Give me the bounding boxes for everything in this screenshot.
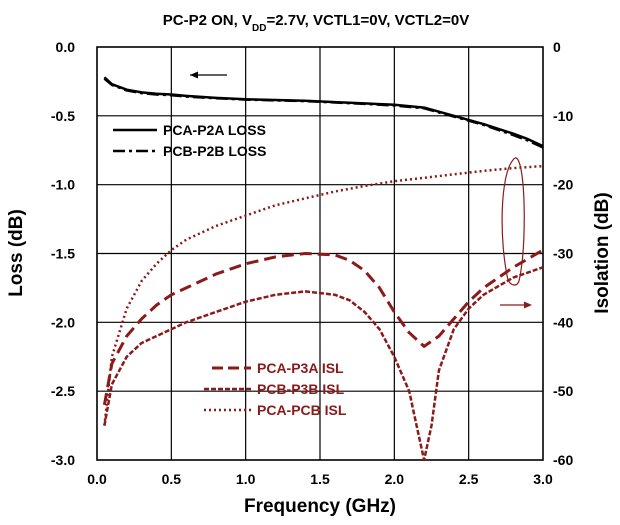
y-tick-label: -2.0 xyxy=(51,314,75,330)
right-arrow-annotation xyxy=(500,302,532,309)
y2-tick-label: -30 xyxy=(553,246,573,262)
y2-tick-label: -20 xyxy=(553,177,573,193)
left-arrowhead-icon xyxy=(190,72,198,79)
legend-loss: PCA-P2A LOSS PCB-P2B LOSS xyxy=(113,122,266,159)
y-tick-label: -3.0 xyxy=(51,452,75,468)
x-tick-label: 1.5 xyxy=(310,471,330,487)
y-axis-title: Loss (dB) xyxy=(6,209,27,297)
y2-tick-label: -40 xyxy=(553,314,573,330)
circled-curves-ellipse-icon xyxy=(502,158,524,285)
right-arrowhead-icon xyxy=(524,302,532,309)
legend-isolation: PCA-P3A ISL PCB-P3B ISL PCA-PCB ISL xyxy=(204,360,347,418)
x-tick-label: 3.0 xyxy=(533,471,553,487)
ellipse-annotation xyxy=(502,158,524,285)
bottom-axis-ticks: 0.0 0.5 1.0 1.5 2.0 2.5 3.0 xyxy=(87,471,553,487)
y-tick-label: -1.0 xyxy=(51,177,75,193)
y2-axis-title: Isolation (dB) xyxy=(592,192,613,313)
legend-label-pca-p3a-isl: PCA-P3A ISL xyxy=(257,360,344,376)
legend-label-pcb-p2b-loss: PCB-P2B LOSS xyxy=(163,143,266,159)
legend-label-pca-pcb-isl: PCA-PCB ISL xyxy=(257,402,347,418)
right-axis-ticks: 0 -10 -20 -30 -40 -50 -60 xyxy=(553,39,573,468)
left-arrow-annotation xyxy=(190,72,227,79)
x-tick-label: 0.5 xyxy=(162,471,182,487)
y-tick-label: -2.5 xyxy=(51,383,75,399)
y2-tick-label: -60 xyxy=(553,452,573,468)
y-tick-label: -0.5 xyxy=(51,108,75,124)
y-tick-label: -1.5 xyxy=(51,246,75,262)
y2-tick-label: -50 xyxy=(553,383,573,399)
legend-label-pcb-p3b-isl: PCB-P3B ISL xyxy=(257,381,345,397)
x-tick-label: 0.0 xyxy=(87,471,107,487)
legend-label-pca-p2a-loss: PCA-P2A LOSS xyxy=(163,122,266,138)
y2-tick-label: -10 xyxy=(553,108,573,124)
x-axis-title: Frequency (GHz) xyxy=(244,496,396,517)
x-tick-label: 2.5 xyxy=(459,471,479,487)
y-tick-label: 0.0 xyxy=(56,39,76,55)
left-axis-ticks: 0.0 -0.5 -1.0 -1.5 -2.0 -2.5 -3.0 xyxy=(51,39,75,468)
x-tick-label: 2.0 xyxy=(385,471,405,487)
chart-title: PC-P2 ON, VDD=2.7V, VCTL1=0V, VCTL2=0V xyxy=(163,12,469,34)
y2-tick-label: 0 xyxy=(553,39,561,55)
x-tick-label: 1.0 xyxy=(236,471,256,487)
